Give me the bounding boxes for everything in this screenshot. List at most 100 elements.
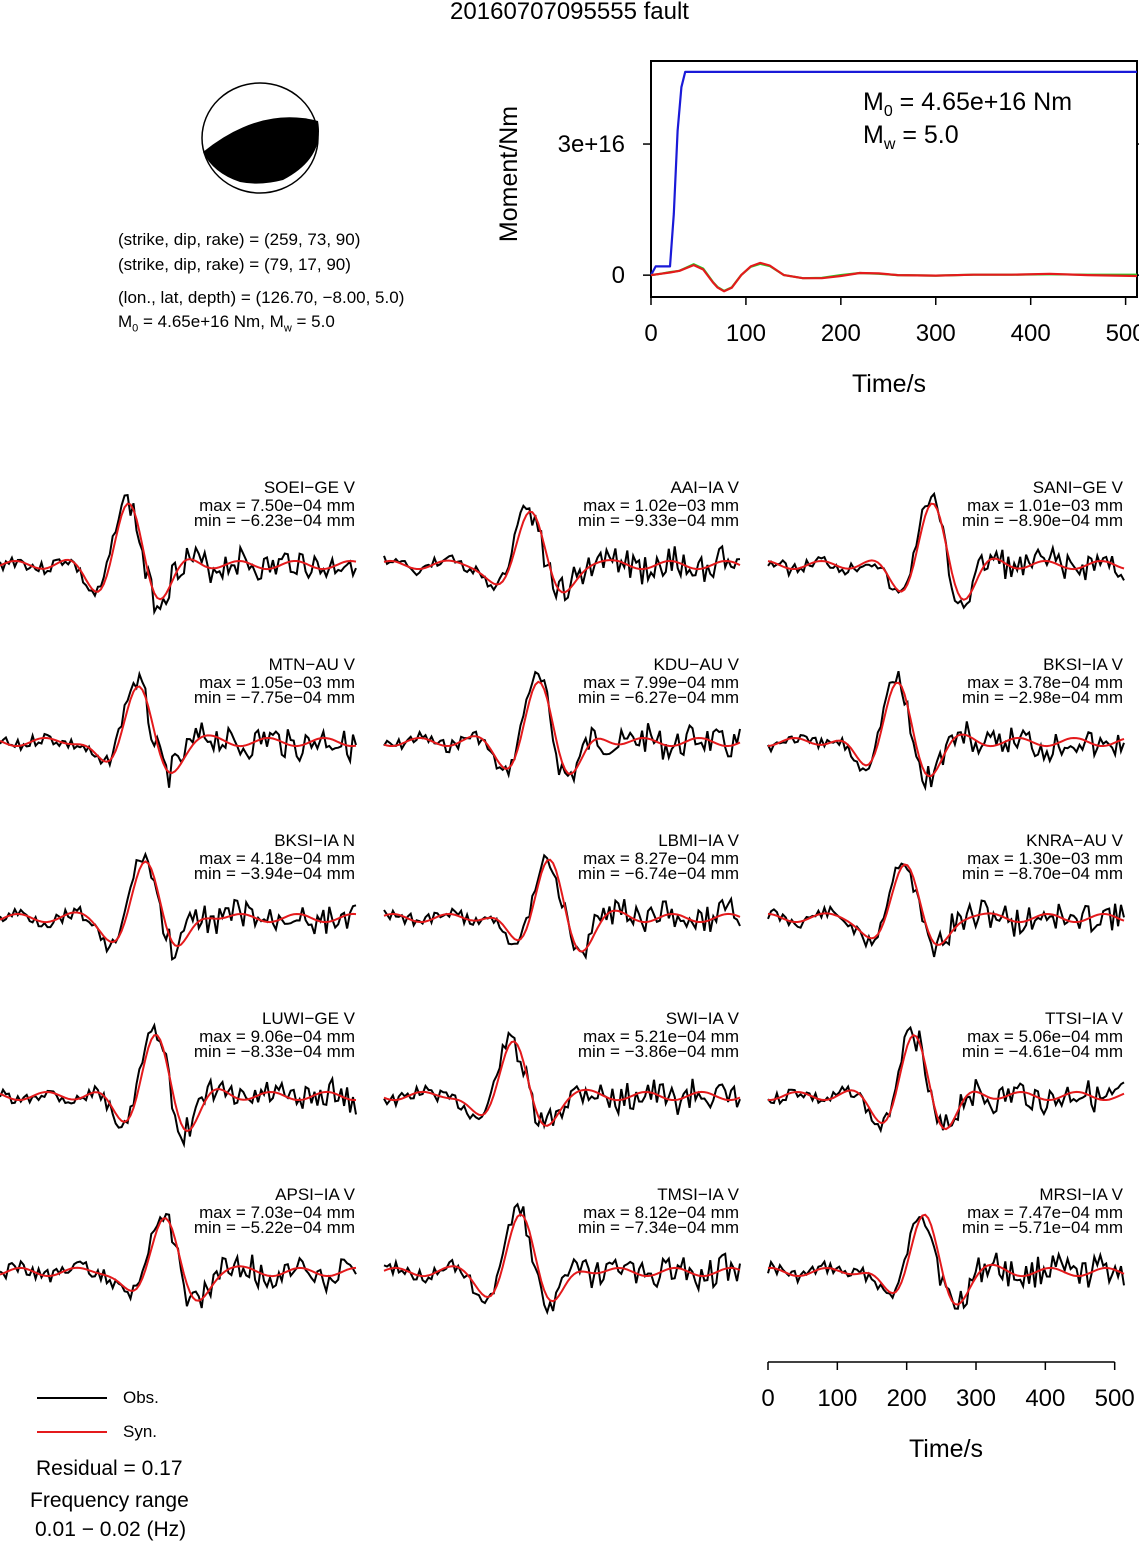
station-name: APSI−IA V [275, 1185, 356, 1204]
observed-trace [0, 670, 357, 788]
station-min-amplitude: min = −6.74e−04 mm [578, 864, 739, 883]
station-min-amplitude: min = −2.98e−04 mm [962, 688, 1123, 707]
synthetic-trace [0, 860, 357, 948]
station-max-amplitude: max = 4.18e−04 mm [199, 849, 355, 868]
stf-series-0 [650, 70, 1137, 276]
station-name: BKSI−IA N [274, 831, 355, 850]
mechanism-line-1: (strike, dip, rake) = (259, 73, 90) [118, 230, 361, 249]
time-axis-tick-label: 100 [817, 1385, 857, 1412]
synthetic-trace [767, 1213, 1125, 1306]
station-max-amplitude: max = 5.21e−04 mm [583, 1027, 739, 1046]
station-name: TMSI−IA V [657, 1185, 739, 1204]
synthetic-trace [383, 858, 741, 953]
mechanism-line-2: (strike, dip, rake) = (79, 17, 90) [118, 255, 351, 274]
figure-title: 20160707095555 fault [450, 0, 689, 25]
time-axis-tick-label: 0 [761, 1385, 774, 1412]
time-axis-label: Time/s [909, 1435, 983, 1463]
time-axis-tick-label: 200 [887, 1385, 927, 1412]
observed-trace [767, 1025, 1125, 1134]
stf-x-axis-label: Time/s [852, 370, 926, 398]
station-name: TTSI−IA V [1045, 1009, 1124, 1028]
stf-x-tick-label: 100 [726, 320, 766, 347]
station-max-amplitude: max = 5.06e−04 mm [967, 1027, 1123, 1046]
synthetic-trace [767, 681, 1125, 777]
station-max-amplitude: max = 8.27e−04 mm [583, 849, 739, 868]
station-max-amplitude: max = 8.12e−04 mm [583, 1203, 739, 1222]
station-max-amplitude: max = 9.06e−04 mm [199, 1027, 355, 1046]
synthetic-trace [383, 1213, 741, 1303]
station-max-amplitude: max = 1.02e−03 mm [583, 496, 739, 515]
stf-x-tick-label: 200 [821, 320, 861, 347]
observed-trace [767, 862, 1125, 958]
stf-m0-annotation: M0 = 4.65e+16 Nm [863, 88, 1072, 120]
synthetic-trace [383, 510, 741, 594]
beachball-compressional-quadrant [203, 117, 319, 184]
station-name: KNRA−AU V [1026, 831, 1123, 850]
station-name: LUWI−GE V [262, 1009, 356, 1028]
mechanism-mw-value: 5.0 [311, 312, 335, 331]
station-name: BKSI−IA V [1043, 655, 1124, 674]
focal-mechanism-beachball [201, 82, 319, 194]
stf-plot-frame [650, 60, 1138, 298]
residual-text: Residual = 0.17 [36, 1457, 183, 1480]
mechanism-line-3: (lon., lat, depth) = (126.70, −8.00, 5.0… [118, 288, 405, 307]
legend-syn-label: Syn. [123, 1422, 158, 1441]
stf-x-tick-label: 500 [1106, 320, 1139, 347]
synthetic-trace [383, 680, 741, 776]
station-max-amplitude: max = 1.01e−03 mm [967, 496, 1123, 515]
observed-trace [0, 493, 357, 616]
time-axis-tick-label: 500 [1095, 1385, 1135, 1412]
mechanism-m0-value: 4.65e+16 Nm [157, 312, 261, 331]
synthetic-trace [0, 685, 357, 775]
stf-x-tick-label: 300 [916, 320, 956, 347]
stf-y-tick-label: 3e+16 [558, 131, 625, 158]
stf-series-1 [650, 262, 1137, 292]
station-min-amplitude: min = −3.94e−04 mm [194, 864, 355, 883]
stf-series-2 [650, 261, 1138, 293]
mechanism-moment-line: M0 = 4.65e+16 Nm, Mw = 5.0 [118, 312, 335, 335]
station-name: SWI−IA V [666, 1009, 740, 1028]
station-min-amplitude: min = −4.61e−04 mm [962, 1042, 1123, 1061]
station-name: LBMI−IA V [658, 831, 739, 850]
station-max-amplitude: max = 1.05e−03 mm [199, 673, 355, 692]
station-min-amplitude: min = −3.86e−04 mm [578, 1042, 739, 1061]
station-name: AAI−IA V [670, 478, 739, 497]
synthetic-trace [767, 502, 1125, 601]
stf-x-tick-label: 400 [1011, 320, 1051, 347]
observed-trace [0, 1022, 357, 1149]
station-max-amplitude: max = 7.50e−04 mm [199, 496, 355, 515]
station-name: SANI−GE V [1033, 478, 1124, 497]
synthetic-trace [0, 1034, 356, 1133]
station-name: MTN−AU V [269, 655, 356, 674]
station-max-amplitude: max = 7.99e−04 mm [583, 673, 739, 692]
station-max-amplitude: max = 1.30e−03 mm [967, 849, 1123, 868]
station-name: MRSI−IA V [1039, 1185, 1123, 1204]
station-min-amplitude: min = −8.70e−04 mm [962, 864, 1123, 883]
moment-rate-chart: 0 100 200 300 400 500 0 3e+16 Time/s Moment/Nm M0 … [495, 60, 1139, 398]
time-axis-tick-label: 400 [1025, 1385, 1065, 1412]
stf-y-tick-label: 0 [612, 262, 625, 289]
observed-trace [383, 853, 741, 961]
frequency-range-label: Frequency range [30, 1489, 189, 1512]
time-axis-tick-label: 300 [956, 1385, 996, 1412]
synthetic-trace [767, 863, 1125, 946]
synthetic-trace [383, 1040, 741, 1127]
station-name: SOEI−GE V [264, 478, 356, 497]
station-name: KDU−AU V [654, 655, 740, 674]
station-min-amplitude: min = −6.23e−04 mm [194, 511, 355, 530]
station-min-amplitude: min = −9.33e−04 mm [578, 511, 739, 530]
synthetic-trace [0, 502, 357, 601]
